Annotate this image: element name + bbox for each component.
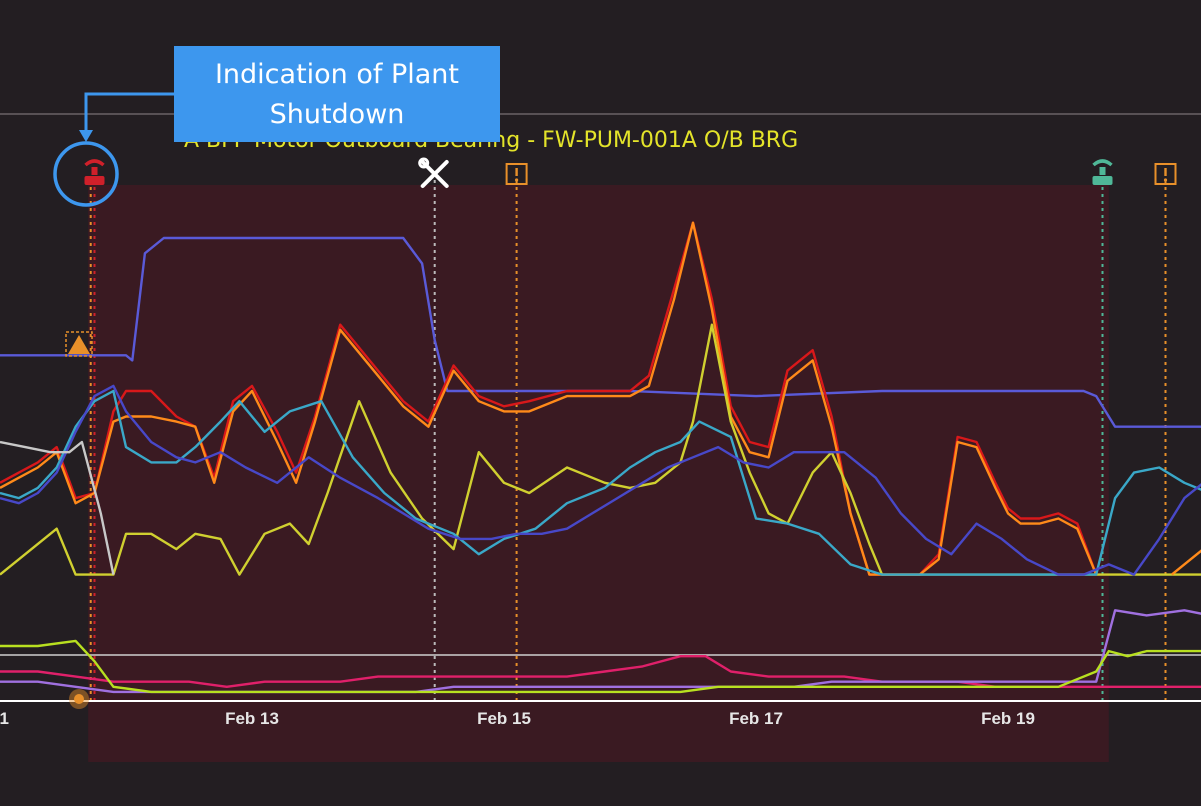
x-tick-label: 11 xyxy=(0,709,9,728)
reference-lines xyxy=(0,654,1201,702)
alert-icon-frame xyxy=(1154,163,1177,185)
alert-icon-dot xyxy=(515,178,519,182)
startup-icon xyxy=(1092,159,1113,185)
startup-icon-stem xyxy=(1099,167,1106,175)
event-marker-icons xyxy=(84,157,1177,188)
event-marker-lines xyxy=(89,180,1167,700)
shutdown-icon-stem xyxy=(91,167,98,175)
callout-line-1: Indication of Plant xyxy=(214,59,460,90)
series-line-5 xyxy=(0,384,1201,576)
shutdown-start-dot-core xyxy=(74,694,84,704)
startup-icon-base xyxy=(1092,176,1113,185)
x-axis-ticks: 11 Feb 13 Feb 15 Feb 17 Feb 19 xyxy=(0,709,1035,728)
plant-shutdown-callout: Indication of Plant Shutdown xyxy=(174,46,500,142)
callout-pointer xyxy=(53,92,174,207)
alert-icon xyxy=(505,163,528,185)
series-line-4 xyxy=(0,389,1201,576)
alert-icon-dot xyxy=(1163,178,1168,182)
callout-line-2: Shutdown xyxy=(269,99,405,130)
x-tick-label: Feb 17 xyxy=(729,709,783,728)
x-tick-label: Feb 19 xyxy=(981,709,1035,728)
x-tick-label: Feb 15 xyxy=(477,709,531,728)
wrench-icon-head xyxy=(418,157,430,169)
shutdown-icon-arc xyxy=(84,159,105,167)
shutdown-icon xyxy=(84,159,105,185)
series-line-0 xyxy=(0,236,1201,428)
shutdown-icon-base xyxy=(84,176,105,185)
series-line-10 xyxy=(1171,549,1201,576)
series-line-9 xyxy=(0,639,1201,694)
wrench-icon xyxy=(418,157,449,188)
x-tick-label: Feb 13 xyxy=(225,709,279,728)
series-line-6 xyxy=(0,440,115,575)
alert-icon-frame xyxy=(505,163,528,185)
wrench-icon-arm-b xyxy=(420,160,449,188)
warning-cluster-icon xyxy=(65,331,93,357)
series-line-2 xyxy=(0,221,1098,576)
series-layer xyxy=(0,221,1201,694)
highlight-region xyxy=(88,185,1109,762)
alert-icon xyxy=(1154,163,1177,185)
startup-icon-arc xyxy=(1092,159,1113,167)
